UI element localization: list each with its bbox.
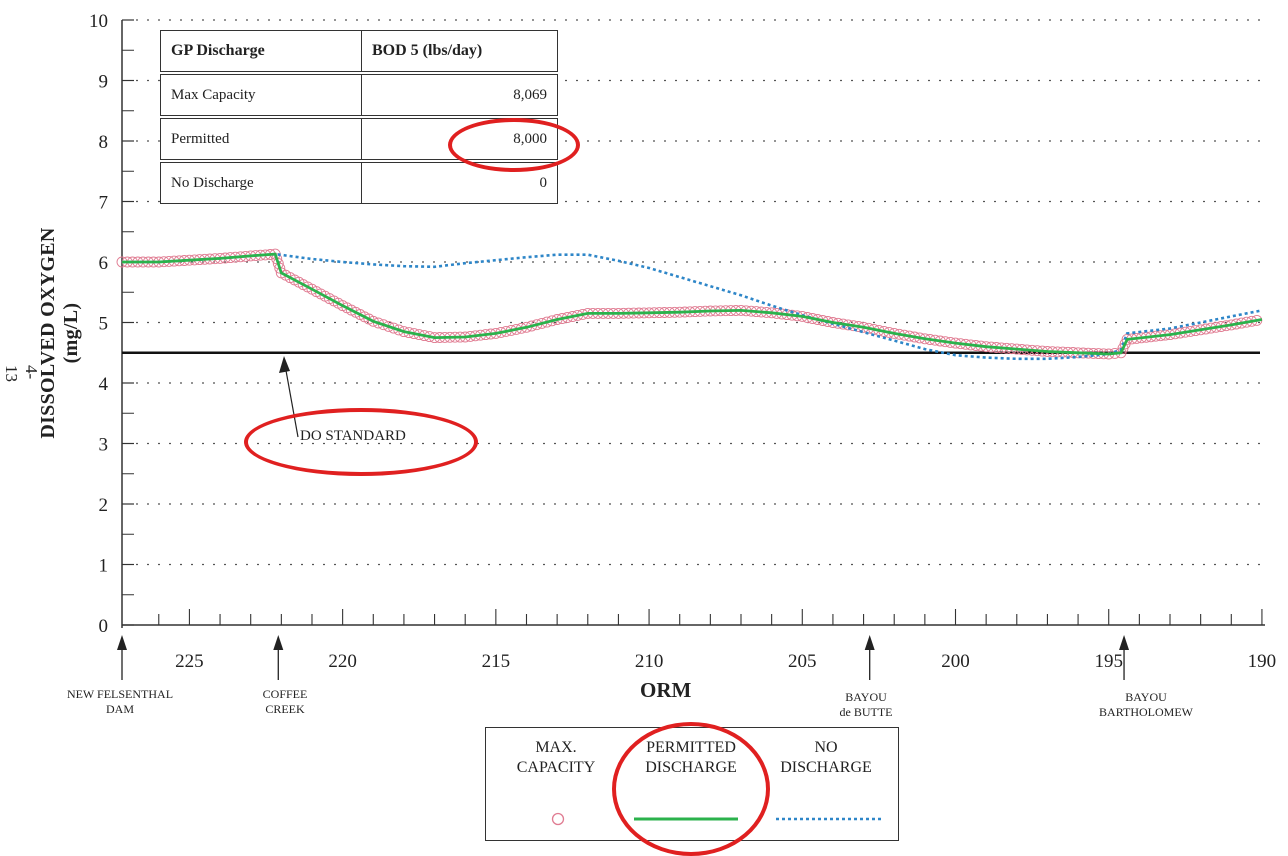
table-header-row: GP Discharge BOD 5 (lbs/day) [160, 30, 558, 74]
max-capacity-point [367, 315, 379, 327]
y-tick-label: 1 [99, 556, 109, 577]
landmark-coffee-creek-line1: COFFEE [262, 687, 308, 701]
landmark-arrow-head [1119, 635, 1130, 650]
table-row-label: Max Capacity [160, 71, 362, 118]
highlight-circle-permitted-legend [612, 722, 770, 856]
table-header-cell: BOD 5 (lbs/day) [361, 30, 558, 74]
table-row: Max Capacity 8,069 [160, 71, 558, 118]
max-capacity-point [388, 322, 400, 334]
landmark-bayou-bartholomew-line1: BAYOU [1125, 690, 1167, 704]
max-capacity-point [372, 317, 384, 329]
y-tick-label: 0 [99, 616, 109, 637]
legend-label-line1: NO [814, 739, 838, 756]
x-tick-label: 225 [175, 651, 204, 672]
x-tick-label: 200 [941, 651, 970, 672]
annotation-arrow-head [279, 356, 290, 373]
landmark-felsenthal-line2: DAM [105, 702, 134, 716]
x-axis-label: ORM [640, 678, 692, 702]
legend-swatch-max-capacity [551, 812, 565, 826]
landmark-bayou-de-butte-line1: BAYOU [845, 690, 887, 704]
x-tick-label: 220 [328, 651, 357, 672]
landmark-bayou-de-butte: BAYOU de BUTTE [806, 690, 926, 720]
x-tick-label: 190 [1248, 651, 1277, 672]
legend-label-line2: CAPACITY [516, 759, 596, 776]
landmark-bayou-bartholomew: BAYOU BARTHOLOMEW [1066, 690, 1226, 720]
bod-table: GP Discharge BOD 5 (lbs/day) Max Capacit… [160, 30, 558, 204]
landmark-bayou-bartholomew-line2: BARTHOLOMEW [1099, 705, 1193, 719]
legend-label-line1: MAX. [535, 739, 577, 756]
landmark-arrow-head [864, 635, 875, 650]
y-tick-label: 6 [99, 253, 109, 274]
y-tick-label: 7 [99, 193, 109, 214]
landmark-bayou-de-butte-line2: de BUTTE [839, 705, 893, 719]
annotation-do-standard: DO STANDARD [300, 428, 406, 444]
landmark-felsenthal: NEW FELSENTHAL DAM [40, 687, 200, 717]
landmark-coffee-creek-line2: CREEK [265, 702, 305, 716]
table-row-value: 8,069 [361, 71, 558, 118]
max-capacity-point [274, 262, 286, 274]
y-tick-label: 8 [99, 132, 109, 153]
landmark-arrow-head [273, 635, 284, 650]
legend-item-max-capacity: MAX. CAPACITY [491, 738, 621, 778]
y-tick-label: 4 [99, 374, 109, 395]
landmark-coffee-creek: COFFEE CREEK [225, 687, 345, 717]
y-tick-label: 5 [99, 314, 109, 335]
legend-label-line2: DISCHARGE [780, 759, 872, 776]
x-tick-label: 205 [788, 651, 817, 672]
table-row: No Discharge 0 [160, 159, 558, 204]
table-row-label: Permitted [160, 115, 362, 162]
y-tick-label: 10 [89, 11, 108, 32]
x-tick-label: 215 [482, 651, 511, 672]
x-tick-label: 195 [1094, 651, 1123, 672]
legend-item-no-discharge: NO DISCHARGE [761, 738, 891, 778]
landmark-arrow-head [117, 635, 127, 650]
highlight-circle-permitted-value [448, 118, 580, 172]
highlight-circle-do-standard [244, 408, 478, 476]
max-capacity-point [378, 319, 389, 331]
max-capacity-point [383, 320, 395, 332]
page-number: 4-13 [2, 365, 41, 382]
table-row-value: 0 [361, 159, 558, 204]
landmark-felsenthal-line1: NEW FELSENTHAL [66, 687, 174, 701]
y-tick-label: 9 [99, 72, 109, 93]
x-tick-label: 210 [635, 651, 664, 672]
y-axis-label: DISSOLVED OXYGEN (mg/L) [37, 227, 82, 439]
y-tick-label: 3 [99, 435, 109, 456]
y-tick-label: 2 [99, 495, 109, 516]
max-capacity-point [393, 324, 405, 336]
permitted-discharge-line [122, 252, 1263, 356]
no-discharge-line [122, 252, 1263, 361]
table-header-cell: GP Discharge [160, 30, 362, 74]
table-row-label: No Discharge [160, 159, 362, 204]
